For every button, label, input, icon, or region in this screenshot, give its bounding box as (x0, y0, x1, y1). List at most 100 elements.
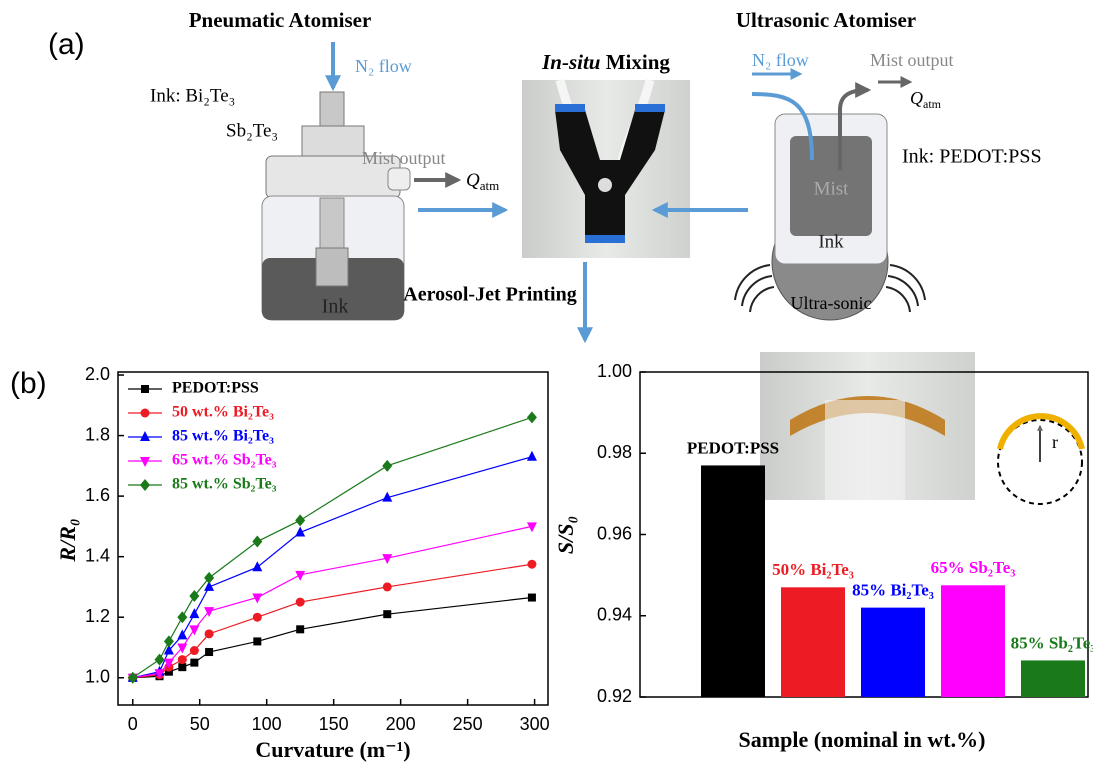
panel-label: (a) (48, 28, 85, 61)
y-tick-label: 1.0 (85, 667, 110, 687)
marker (527, 451, 537, 461)
bar (861, 608, 925, 697)
x-tick-label: 300 (520, 714, 550, 734)
marker (189, 608, 199, 618)
title: In-situ Mixing (541, 50, 670, 74)
y-tick-label: 1.4 (85, 545, 110, 565)
label: N₂ flow (752, 50, 809, 70)
q-sub: atm (480, 178, 500, 193)
bar (941, 585, 1005, 697)
label: Ink (322, 296, 349, 318)
x-tick-label: 250 (453, 714, 483, 734)
collar (585, 235, 625, 243)
marker (382, 460, 392, 472)
title-italic: In-situ (541, 50, 600, 74)
marker (128, 672, 138, 684)
stem (320, 92, 344, 128)
label: Mist (814, 178, 850, 199)
marker (253, 637, 261, 645)
bar-label: 50% Bi₂Te₃ (772, 560, 854, 579)
label: Ink: Bi₂Te₃ (150, 85, 235, 106)
label: Ink (818, 231, 844, 252)
legend-label: PEDOT:PSS (172, 380, 259, 397)
marker (527, 411, 537, 423)
legend-marker (141, 385, 149, 393)
legend-label: 65 wt.% Sb₂Te₃ (172, 452, 277, 469)
marker (164, 635, 174, 647)
legend-marker (141, 409, 150, 418)
marker (253, 613, 262, 622)
sound-waves (735, 265, 774, 312)
y-tick-label: 0.96 (597, 523, 632, 543)
x-axis-label: Sample (nominal in wt.%) (739, 727, 986, 752)
bar-label: 85% Sb₂Te₃ (1011, 633, 1093, 652)
x-tick-label: 50 (190, 714, 210, 734)
label: Aerosol-Jet Printing (403, 284, 577, 306)
x-tick-label: 150 (319, 714, 349, 734)
label: Ink: PEDOT:PSS (902, 146, 1042, 168)
marker (295, 514, 305, 526)
label: Mist output (362, 148, 446, 168)
collar (635, 104, 665, 112)
title-rest: Mixing (606, 50, 671, 74)
y-tick-label: 0.98 (597, 442, 632, 462)
marker (296, 625, 304, 633)
inset (760, 352, 1082, 504)
legend-label: 50 wt.% Bi₂Te₃ (172, 404, 274, 421)
panel-label: (b) (10, 367, 47, 400)
x-tick-label: 100 (252, 714, 282, 734)
outlet (388, 168, 410, 190)
title: Ultrasonic Atomiser (736, 8, 916, 32)
q: Q (466, 170, 480, 191)
y-tick-label: 1.00 (597, 361, 632, 381)
arc (1000, 416, 1082, 449)
marker (190, 659, 198, 667)
x-axis-label: Curvature (m⁻¹) (255, 737, 410, 762)
x-tick-label: 0 (128, 714, 138, 734)
bar (701, 465, 765, 697)
marker (178, 655, 187, 664)
marker (295, 571, 305, 581)
collar (555, 104, 585, 112)
y-tick-label: 1.6 (85, 485, 110, 505)
label: Qatm (466, 170, 499, 193)
marker (190, 646, 199, 655)
hole (598, 178, 612, 192)
marker (528, 594, 536, 602)
q-sub: atm (923, 97, 942, 111)
label: Ultra-sonic (791, 293, 872, 313)
bar-label: 65% Sb₂Te₃ (931, 558, 1016, 577)
plot-frame (118, 372, 548, 705)
bar (1021, 660, 1085, 697)
marker (527, 560, 536, 569)
bar (781, 587, 845, 697)
title: Pneumatic Atomiser (189, 8, 372, 32)
marker (177, 629, 187, 639)
y-tick-label: 1.2 (85, 606, 110, 626)
bar-label: 85% Bi₂Te₃ (852, 581, 934, 600)
sound-waves (886, 265, 925, 312)
y-axis-label: R/R₀ (55, 518, 80, 562)
pneumatic-atomiser (262, 42, 458, 320)
legend-label: 85 wt.% Sb₂Te₃ (172, 476, 277, 493)
bar-label: PEDOT:PSS (687, 438, 779, 457)
y-axis-label: S/S₀ (553, 516, 578, 554)
cap (302, 126, 364, 158)
q: Q (910, 88, 923, 108)
marker (296, 598, 305, 607)
y-tick-label: 0.92 (597, 686, 632, 706)
marker (205, 629, 214, 638)
marker (178, 663, 186, 671)
label: Sb₂Te₃ (226, 120, 278, 141)
series-line (133, 526, 532, 677)
legend-marker (140, 479, 150, 491)
label: Qatm (910, 88, 942, 111)
marker (383, 610, 391, 618)
marker (205, 648, 213, 656)
figure: (a) Pneumatic Atomiser N₂ flow Ink: Bi₂T… (0, 0, 1093, 771)
y-tick-label: 0.94 (597, 605, 632, 625)
x-tick-label: 200 (386, 714, 416, 734)
marker (383, 582, 392, 591)
legend-label: 85 wt.% Bi₂Te₃ (172, 428, 274, 445)
y-tick-label: 1.8 (85, 424, 110, 444)
